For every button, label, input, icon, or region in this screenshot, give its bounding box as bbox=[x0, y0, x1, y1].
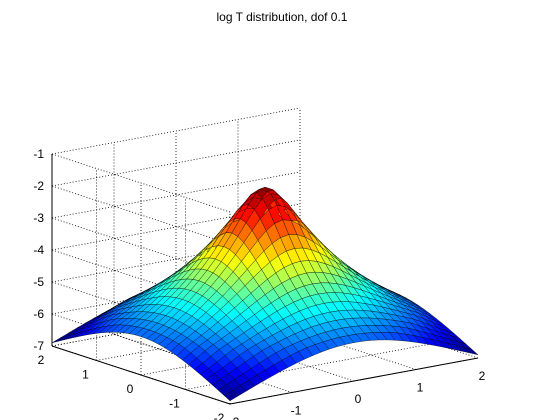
z-tick-label: -6 bbox=[33, 307, 44, 321]
wall-grid-line bbox=[51, 249, 231, 309]
z-tick-label: -7 bbox=[33, 339, 44, 353]
x-tick-label: -1 bbox=[291, 404, 302, 418]
surface-mesh bbox=[51, 187, 479, 401]
y-axis-line bbox=[51, 345, 231, 405]
x-tick-label: 2 bbox=[479, 369, 486, 383]
y-tick-label: -1 bbox=[169, 397, 180, 411]
x-tick-label: 0 bbox=[355, 392, 362, 406]
x-tick-label: 1 bbox=[417, 381, 424, 395]
wall-grid-line bbox=[51, 153, 231, 213]
y-tick-label: 0 bbox=[127, 382, 134, 396]
y-tick-label: 2 bbox=[38, 353, 45, 367]
z-tick-label: -1 bbox=[33, 147, 44, 161]
wall-grid-line bbox=[51, 313, 231, 373]
z-tick-label: -2 bbox=[33, 179, 44, 193]
y-tick-label: 1 bbox=[82, 368, 89, 382]
chart-title: log T distribution, dof 0.1 bbox=[217, 10, 348, 24]
z-tick-label: -4 bbox=[33, 243, 44, 257]
z-tick-label: -5 bbox=[33, 275, 44, 289]
tick-labels: -7 -6 -5 -4 -3 -2 -1 -2 -1 0 1 2 -2 -1 0 1 2 bbox=[33, 147, 485, 420]
z-tick-label: -3 bbox=[33, 211, 44, 225]
surface-patch bbox=[463, 347, 479, 355]
x-tick-label: -2 bbox=[229, 415, 240, 420]
wall-grid-line bbox=[51, 185, 231, 245]
axes bbox=[51, 154, 479, 405]
wall-grid-line bbox=[51, 171, 301, 219]
wall-grid-line bbox=[51, 217, 231, 277]
wall-grid-line bbox=[51, 107, 301, 155]
y-tick-label: -2 bbox=[214, 411, 225, 420]
x-axis-line bbox=[229, 357, 479, 405]
wall-grid-line bbox=[51, 139, 301, 187]
